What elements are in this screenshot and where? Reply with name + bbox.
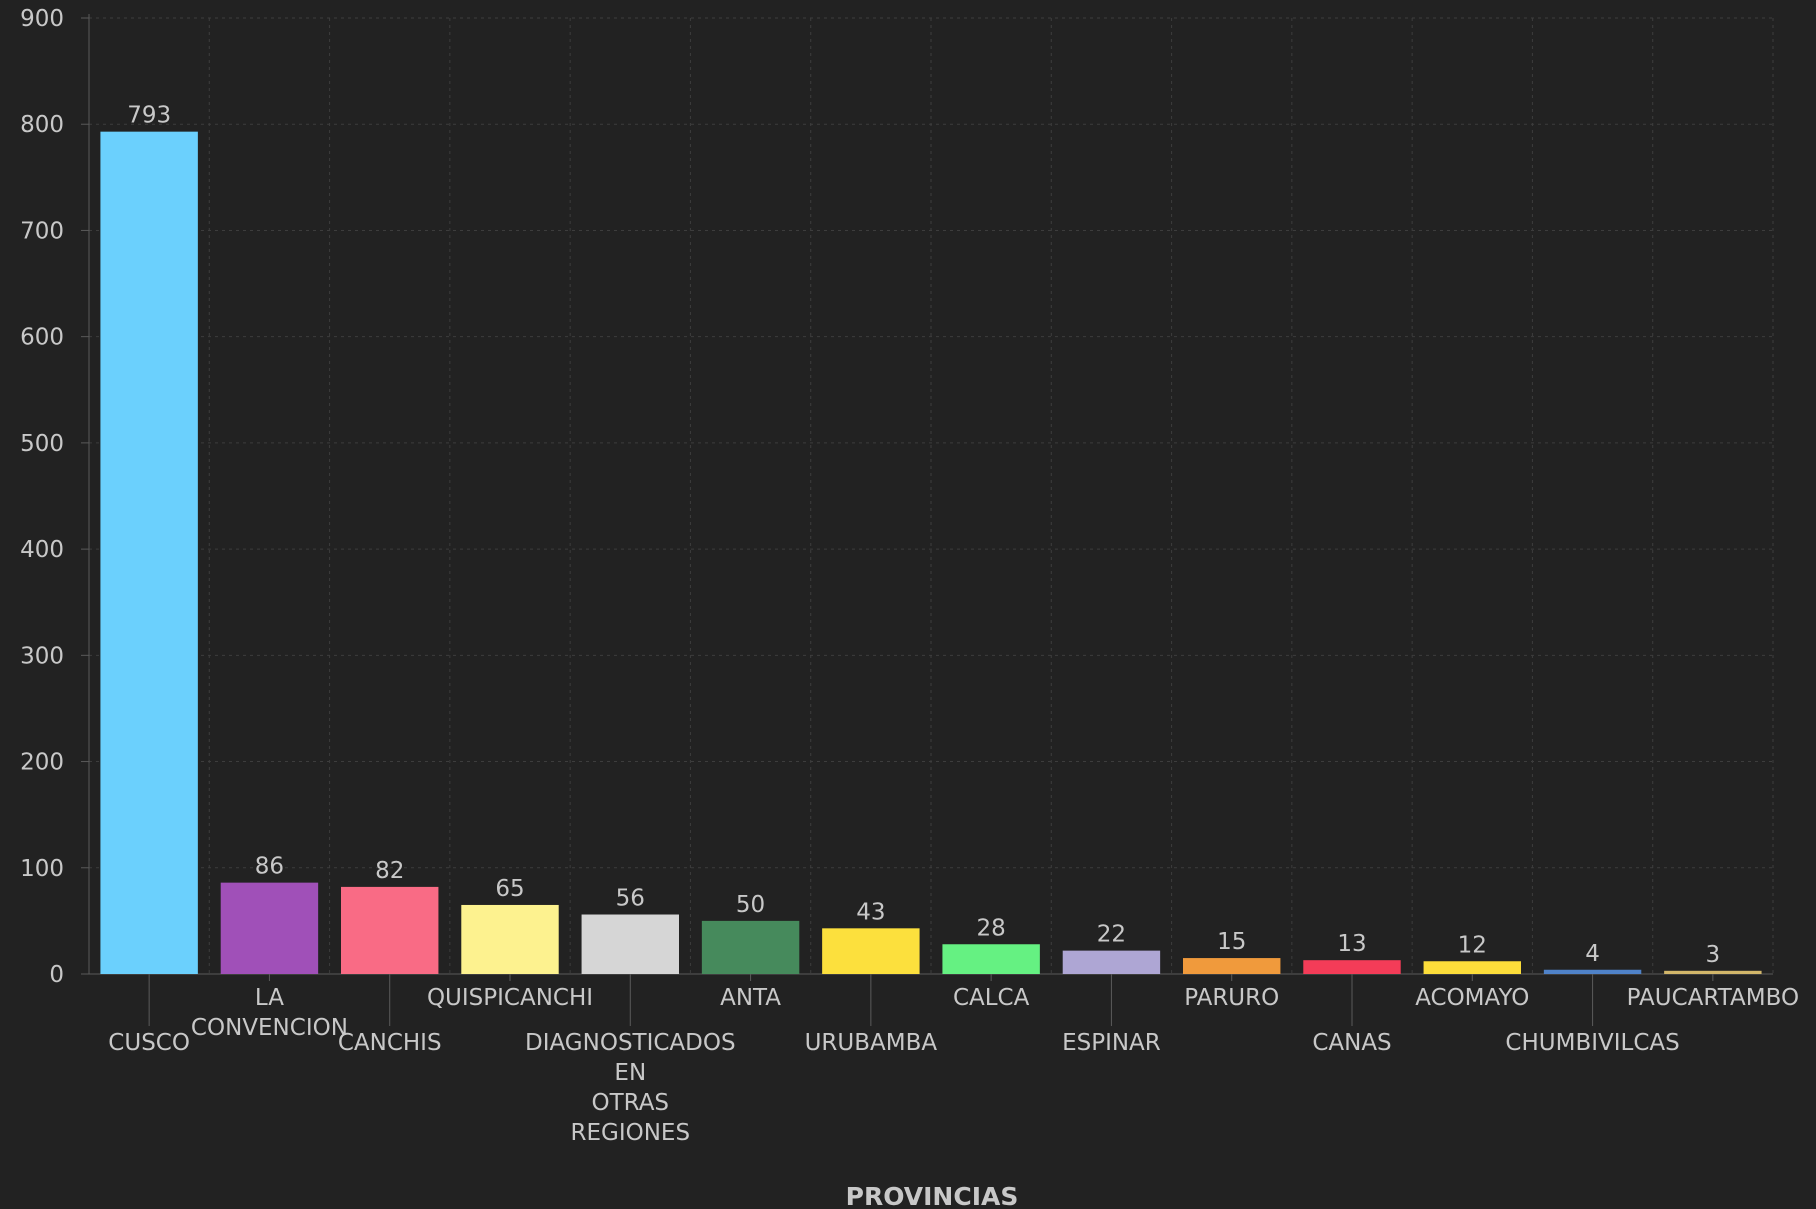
category-label: DIAGNOSTICADOS EN OTRAS REGIONES: [525, 1030, 736, 1146]
data-label: 50: [736, 892, 765, 918]
bar[interactable]: [581, 914, 680, 974]
data-label: 3: [1706, 942, 1721, 968]
y-tick-label: 300: [20, 643, 64, 669]
category-label: PARURO: [1184, 985, 1279, 1011]
data-label: 28: [977, 915, 1006, 941]
category-label: CUSCO: [108, 1030, 190, 1056]
category-label: PAUCARTAMBO: [1627, 985, 1799, 1011]
bar[interactable]: [1664, 970, 1762, 974]
bars: [100, 131, 1762, 974]
category-label: ACOMAYO: [1415, 985, 1529, 1011]
data-label: 13: [1337, 931, 1366, 957]
y-tick-label: 500: [20, 431, 64, 457]
bar[interactable]: [1543, 969, 1642, 974]
data-label: 12: [1458, 932, 1487, 958]
data-label: 4: [1585, 941, 1600, 967]
data-label: 65: [495, 876, 524, 902]
category-label: CALCA: [953, 985, 1030, 1011]
bar[interactable]: [822, 928, 920, 974]
bar[interactable]: [100, 131, 198, 974]
bar[interactable]: [1062, 950, 1161, 974]
y-tick-label: 600: [20, 325, 64, 351]
axes: [81, 14, 1773, 1026]
x-axis-title: PROVINCIAS: [846, 1182, 1019, 1209]
bar[interactable]: [1303, 960, 1401, 974]
data-label: 82: [375, 858, 404, 884]
data-label: 56: [616, 886, 645, 912]
y-tick-label: 100: [20, 856, 64, 882]
y-tick-label: 700: [20, 218, 64, 244]
category-label: ESPINAR: [1062, 1030, 1161, 1056]
y-tick-label: 900: [20, 6, 64, 32]
data-label: 43: [856, 899, 885, 925]
y-tick-label: 800: [20, 112, 64, 138]
category-label: ANTA: [720, 985, 781, 1011]
category-label: URUBAMBA: [805, 1030, 938, 1056]
data-label: 793: [127, 103, 171, 129]
bar[interactable]: [1423, 961, 1522, 974]
data-label: 86: [255, 854, 284, 880]
bar[interactable]: [340, 886, 439, 974]
y-tick-label: 0: [49, 962, 64, 988]
data-label: 22: [1097, 922, 1126, 948]
category-label: LA CONVENCION: [191, 985, 348, 1041]
category-label: CHUMBIVILCAS: [1505, 1030, 1679, 1056]
data-label: 15: [1217, 929, 1246, 955]
y-tick-label: 200: [20, 750, 64, 776]
category-label: QUISPICANCHI: [427, 985, 593, 1011]
category-label: CANCHIS: [338, 1030, 442, 1056]
bar[interactable]: [461, 904, 559, 974]
bar[interactable]: [220, 882, 319, 974]
bar[interactable]: [701, 920, 800, 974]
category-label: CANAS: [1312, 1030, 1391, 1056]
y-tick-label: 400: [20, 537, 64, 563]
bar[interactable]: [1182, 958, 1281, 974]
labels: 0 100 200 300 400 500 600 700 800 900 793 CUSCO 86 LA…: [20, 6, 1799, 1146]
bar[interactable]: [942, 944, 1040, 974]
gridlines: [89, 17, 1774, 974]
